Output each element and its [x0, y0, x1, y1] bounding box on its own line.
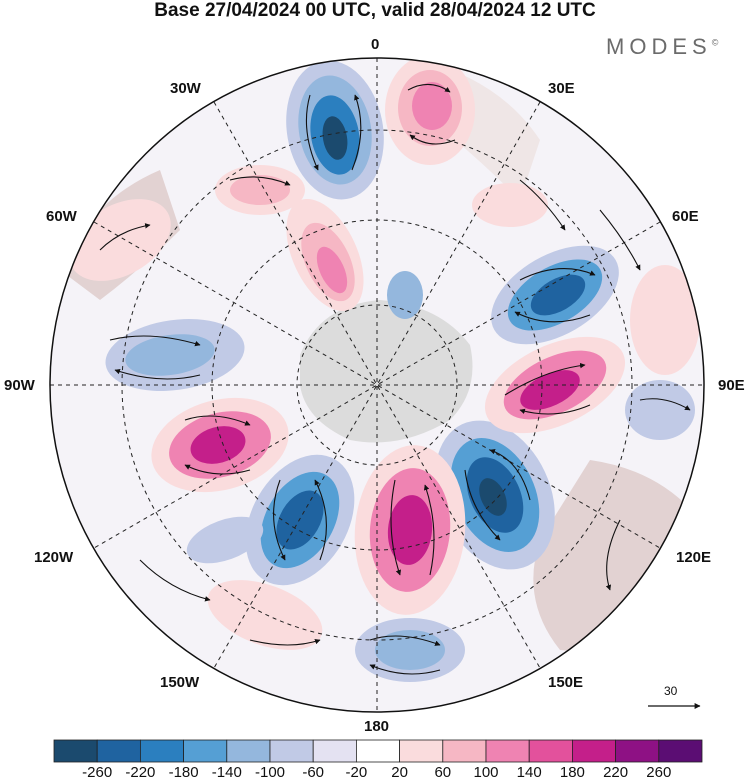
colorbar — [53, 739, 703, 763]
colorbar-swatch — [442, 739, 487, 763]
lon-label-30e: 30E — [548, 80, 575, 97]
colorbar-tick-label: 60 — [434, 764, 452, 781]
lon-label-30w: 30W — [170, 80, 201, 97]
lon-label-120e: 120E — [676, 549, 712, 566]
colorbar-tick-label: 260 — [646, 764, 672, 781]
colorbar-swatch — [226, 739, 271, 763]
colorbar-swatch — [96, 739, 141, 763]
lon-label-150e: 150E — [548, 674, 584, 691]
lon-label-90w: 90W — [4, 377, 35, 394]
colorbar-swatch — [528, 739, 573, 763]
lon-label-90e: 90E — [718, 377, 745, 394]
colorbar-tick-label: -140 — [211, 764, 242, 781]
colorbar-tick-label: -20 — [345, 764, 368, 781]
map-title: Base 27/04/2024 00 UTC, valid 28/04/2024… — [154, 0, 596, 21]
wind-vectors — [99, 83, 691, 675]
colorbar-swatch — [269, 739, 314, 763]
colorbar-tick-label: -100 — [254, 764, 286, 781]
lon-label-120w: 120W — [34, 549, 74, 566]
globe-outline — [49, 57, 705, 713]
graticule — [50, 58, 704, 712]
anomaly-field — [50, 58, 704, 712]
lon-label-60e: 60E — [672, 208, 699, 225]
colorbar-tick-label: 20 — [391, 764, 408, 781]
colorbar-swatch — [572, 739, 617, 763]
colorbar-tick-label: 220 — [603, 764, 629, 781]
colorbar-swatch — [399, 739, 444, 763]
colorbar-swatch — [355, 739, 400, 763]
brand-mark: © — [711, 37, 719, 48]
colorbar-swatch — [615, 739, 660, 763]
lon-label-180: 180 — [364, 718, 390, 735]
lon-label-0: 0 — [371, 36, 380, 53]
colorbar-swatch — [312, 739, 357, 763]
antarctica — [300, 300, 473, 443]
brand-name: MODES — [606, 34, 712, 59]
colorbar-tick-label: -180 — [168, 764, 199, 781]
brand-logo: MODES© — [606, 34, 718, 60]
colorbar-swatch — [139, 739, 184, 763]
colorbar-swatch — [658, 739, 703, 763]
colorbar-tick-label: -220 — [125, 764, 156, 781]
lon-label-60w: 60W — [46, 208, 77, 225]
colorbar-tick-label: 100 — [473, 764, 499, 781]
colorbar-tick-label: 140 — [516, 764, 542, 781]
colorbar-tick-label: -60 — [302, 764, 325, 781]
negative-anomalies — [105, 60, 695, 682]
colorbar-swatch — [183, 739, 228, 763]
colorbar-swatch — [485, 739, 530, 763]
colorbar-swatch — [53, 739, 98, 763]
reference-vector-label: 30 — [664, 684, 678, 698]
colorbar-tick-label: -260 — [82, 764, 113, 781]
lon-label-150w: 150W — [160, 674, 200, 691]
colorbar-tick-label: 180 — [559, 764, 585, 781]
